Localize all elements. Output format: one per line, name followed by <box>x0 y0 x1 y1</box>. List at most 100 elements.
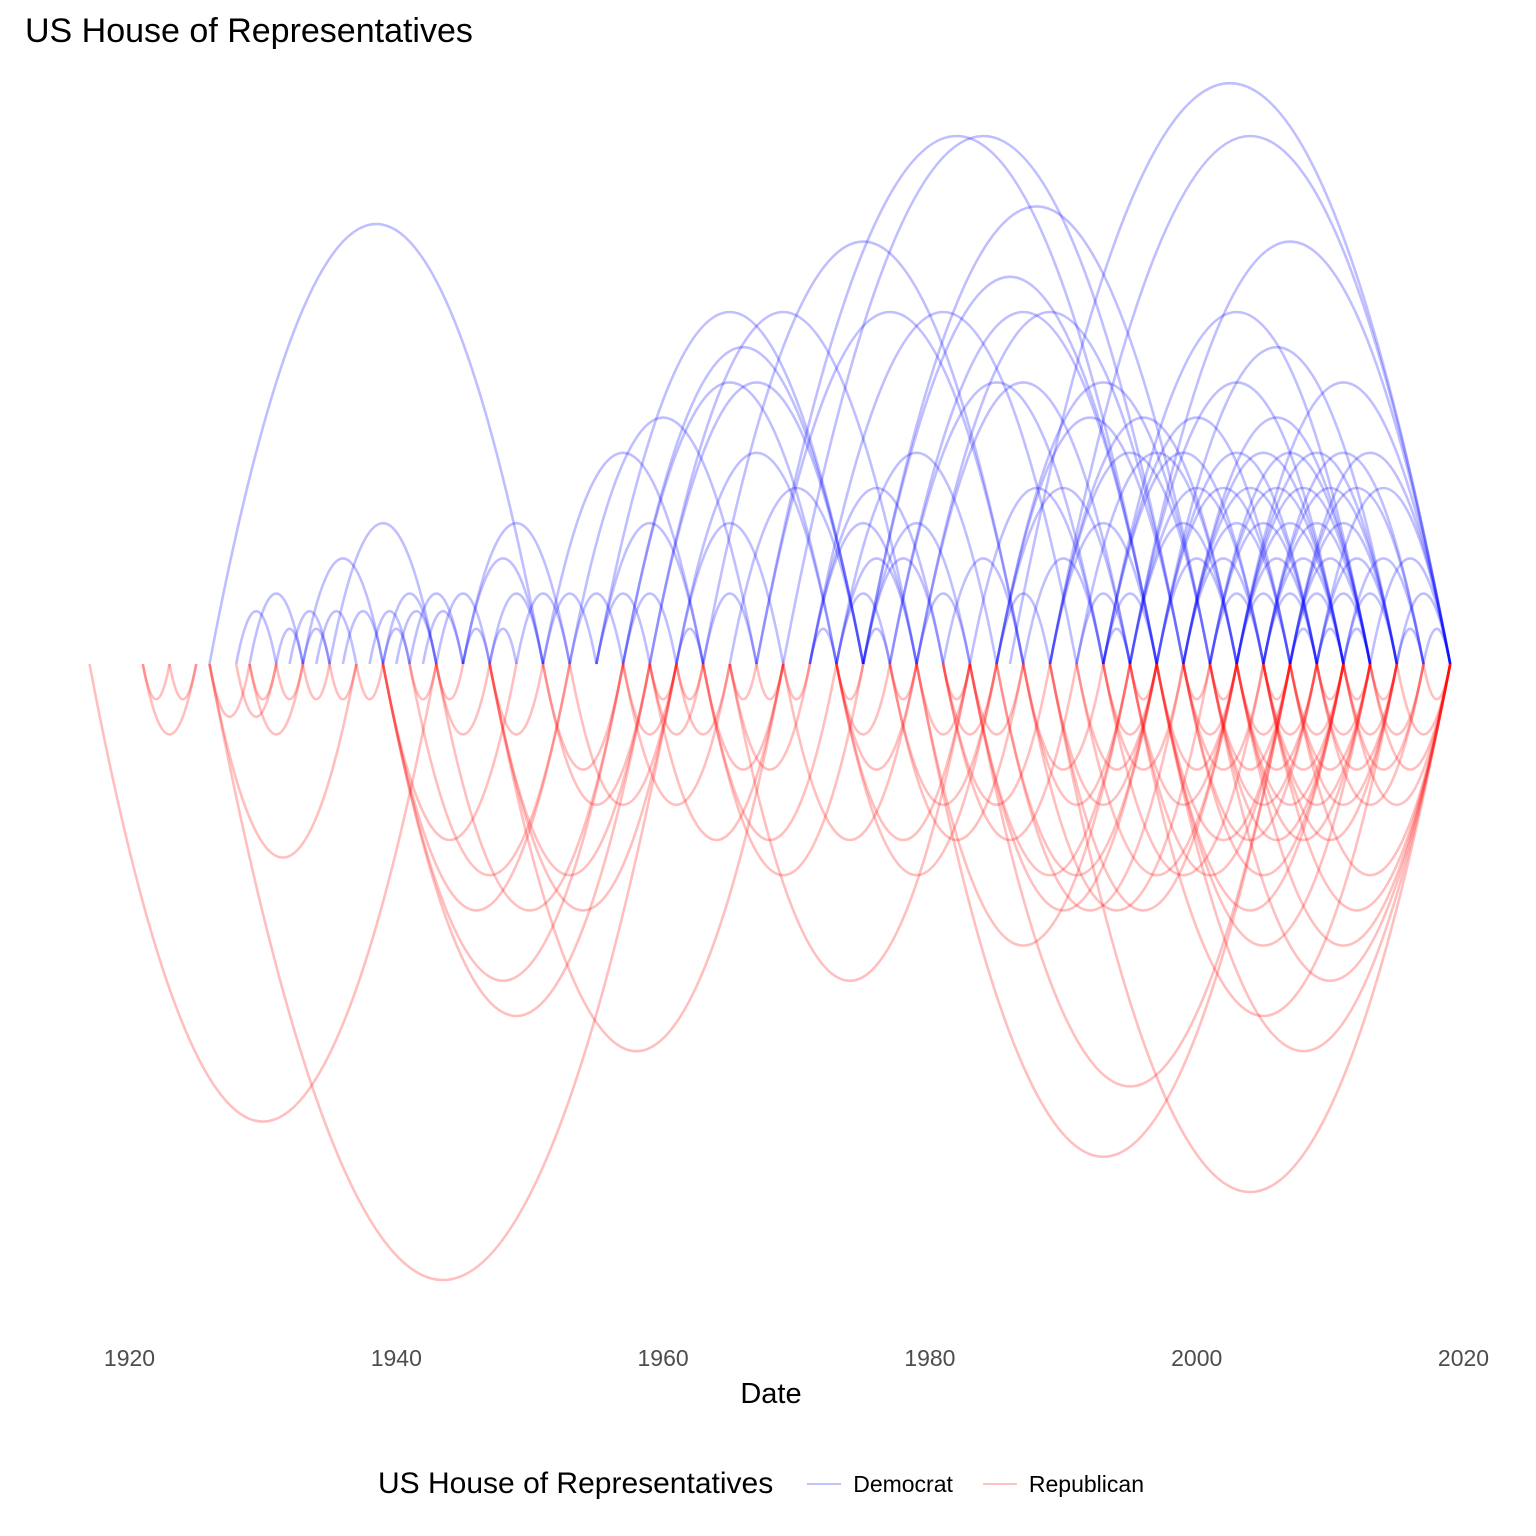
x-tick-label-2020: 2020 <box>1438 1345 1489 1371</box>
democrat-arc-1 <box>234 610 278 665</box>
republican-arc-57 <box>995 663 1158 877</box>
republican-arc-25 <box>488 663 678 912</box>
republican-arc-104 <box>1368 663 1399 701</box>
republican-arc-73 <box>1155 663 1292 841</box>
democrat-arc-109 <box>1342 627 1372 665</box>
legend-item-democrat: Democrat <box>807 1471 953 1498</box>
republican-arc-32 <box>648 663 678 701</box>
republican-arc-83 <box>1208 663 1345 841</box>
democrat-arc-124 <box>995 381 1212 665</box>
republican-arc-31 <box>621 663 732 806</box>
republican-arc-3 <box>168 663 198 701</box>
republican-arc-35 <box>675 663 705 701</box>
democrat-arc-43 <box>808 522 918 665</box>
republican-arc-61 <box>1022 663 1212 912</box>
democrat-arc-63 <box>1022 557 1105 665</box>
x-tick-label-2000: 2000 <box>1171 1345 1222 1371</box>
republican-arc-0 <box>88 663 438 1123</box>
democrat-arc-94 <box>1262 592 1319 665</box>
republican-arc-27 <box>541 663 625 771</box>
republican-arc-5 <box>208 663 358 859</box>
democrat-arc-111 <box>1342 557 1425 665</box>
democrat-arc-58 <box>941 557 1025 665</box>
republican-arc-17 <box>381 663 652 1017</box>
republican-arc-62 <box>1048 663 1158 806</box>
democrat-arc-99 <box>1288 627 1319 665</box>
democrat-arc-101 <box>1288 557 1372 665</box>
republican-arc-115 <box>1208 663 1452 982</box>
democrat-arc-114 <box>1395 592 1452 665</box>
legend-title: US House of Representatives <box>378 1467 774 1500</box>
republican-arc-92 <box>1262 663 1399 841</box>
republican-arc-75 <box>1155 663 1372 947</box>
democrat-arc-61 <box>995 487 1132 665</box>
democrat-arc-100 <box>1288 592 1345 665</box>
republican-arc-15 <box>381 663 571 912</box>
democrat-arc-41 <box>781 134 1185 665</box>
democrat-arc-27 <box>595 522 705 665</box>
republican-arc-18 <box>408 663 438 701</box>
democrat-arc-74 <box>1128 487 1265 665</box>
democrat-arc-37 <box>701 240 1025 665</box>
republican-arc-94 <box>1288 663 1372 771</box>
democrat-arc-92 <box>1235 487 1372 665</box>
chart-title: US House of Representatives <box>25 12 473 50</box>
democrat-arc-75 <box>1128 381 1345 665</box>
republican-arc-79 <box>1182 663 1345 877</box>
x-tick-label-1980: 1980 <box>904 1345 955 1371</box>
democrat-arc-96 <box>1262 522 1372 665</box>
democrat-arc-40 <box>755 134 1158 665</box>
democrat-arc-25 <box>568 592 625 665</box>
republican-arc-102 <box>1342 663 1425 771</box>
democrat-arc-2 <box>248 592 305 665</box>
democrat-arc-95 <box>1262 557 1345 665</box>
democrat-arc-0 <box>208 223 545 665</box>
democrat-arc-36 <box>701 592 758 665</box>
democrat-arc-67 <box>1075 592 1132 665</box>
democrat-arc-64 <box>1048 522 1158 665</box>
democrat-arc-72 <box>1102 416 1292 665</box>
republican-arc-105 <box>1368 663 1425 736</box>
republican-arc-70 <box>1128 663 1238 806</box>
republican-arc-108 <box>1422 663 1452 701</box>
legend-key-republican <box>982 1483 1017 1485</box>
republican-arc-46 <box>835 663 998 877</box>
democrat-arc-115 <box>1422 627 1452 665</box>
republican-arc-122 <box>888 663 998 806</box>
democrat-arc-48 <box>861 627 892 665</box>
democrat-arc-89 <box>1235 592 1292 665</box>
democrat-arc-86 <box>1208 522 1319 665</box>
democrat-arc-84 <box>1182 416 1372 665</box>
democrat-arc-65 <box>1048 451 1212 665</box>
democrat-arc-16 <box>435 592 491 665</box>
democrat-arc-103 <box>1288 487 1425 665</box>
democrat-arc-97 <box>1262 487 1399 665</box>
republican-arc-39 <box>701 663 865 877</box>
republican-arc-85 <box>1235 663 1319 771</box>
democrat-arc-117 <box>1008 81 1452 665</box>
democrat-arc-123 <box>808 311 1078 665</box>
democrat-arc-45 <box>835 592 892 665</box>
republican-arc-88 <box>1262 663 1292 701</box>
republican-arc-98 <box>1315 663 1399 771</box>
republican-arc-29 <box>568 663 678 806</box>
democrat-arc-120 <box>1048 134 1452 665</box>
republican-arc-20 <box>435 663 465 701</box>
republican-arc-60 <box>1022 663 1132 806</box>
republican-arc-16 <box>381 663 625 982</box>
republican-arc-121 <box>728 663 812 771</box>
republican-arc-38 <box>701 663 838 841</box>
democrat-arc-47 <box>835 451 998 665</box>
democrat-arc-20 <box>488 627 518 665</box>
republican-arc-89 <box>1262 663 1319 736</box>
democrat-arc-81 <box>1182 522 1292 665</box>
republican-arc-50 <box>941 663 972 701</box>
democrat-arc-32 <box>648 311 918 665</box>
republican-arc-90 <box>1262 663 1345 771</box>
republican-arc-80 <box>1208 663 1238 701</box>
democrat-arc-54 <box>888 311 1158 665</box>
democrat-arc-106 <box>1315 592 1372 665</box>
republican-arc-13 <box>355 663 385 701</box>
republican-arc-84 <box>1235 663 1292 736</box>
